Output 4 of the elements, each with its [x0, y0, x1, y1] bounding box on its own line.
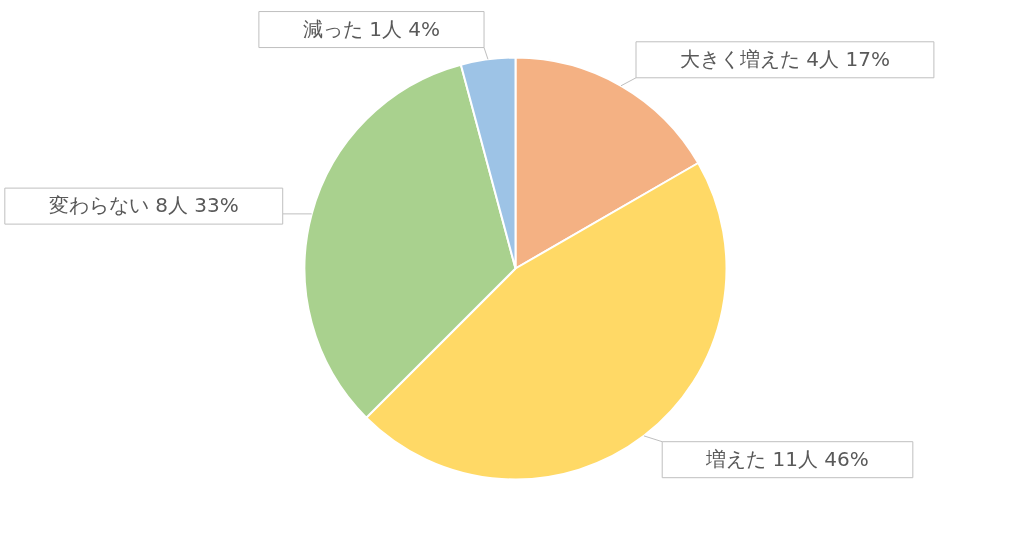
slice-label: 増えた 11人 46% — [705, 446, 869, 471]
slice-label: 大きく増えた 4人 17% — [679, 46, 890, 71]
slice-label: 変わらない 8人 33% — [48, 193, 239, 218]
slice-label: 減った 1人 4% — [302, 16, 441, 41]
